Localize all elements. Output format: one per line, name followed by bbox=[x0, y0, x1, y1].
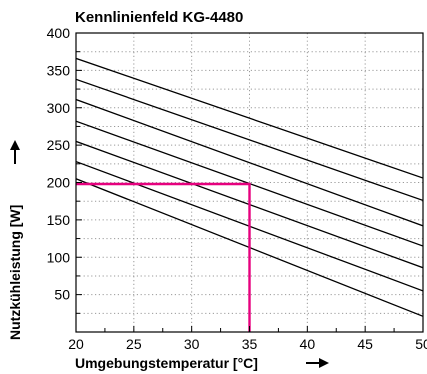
series-line-6 bbox=[76, 78, 423, 202]
y-tick-label: 200 bbox=[47, 175, 71, 191]
y-tick-label: 150 bbox=[47, 212, 71, 228]
x-tick-label: 40 bbox=[300, 336, 316, 352]
y-tick-label: 400 bbox=[47, 25, 71, 41]
y-tick-label: 350 bbox=[47, 62, 71, 78]
series-line-5 bbox=[76, 98, 423, 227]
x-tick-label: 50 bbox=[415, 336, 427, 352]
y-tick-label: 100 bbox=[47, 249, 71, 265]
y-tick-label: 300 bbox=[47, 100, 71, 116]
ticks bbox=[75, 32, 424, 333]
chart-title: Kennlinienfeld KG-4480 bbox=[75, 9, 243, 26]
series-line-7 bbox=[76, 57, 423, 179]
x-tick-label: 20 bbox=[68, 336, 84, 352]
y-tick-label: 50 bbox=[54, 287, 70, 303]
x-tick-label: 45 bbox=[357, 336, 373, 352]
y-axis-arrow bbox=[10, 140, 20, 164]
operating-point-lines bbox=[76, 182, 251, 332]
x-axis-arrow bbox=[306, 358, 329, 368]
x-axis-label: Umgebungstemperatur [°C] bbox=[75, 355, 258, 371]
operating-point-line bbox=[76, 182, 251, 332]
y-tick-labels: 50 100 150 200 250 300 350 400 bbox=[47, 25, 71, 303]
x-tick-labels: 20 25 30 35 40 45 50 bbox=[68, 336, 427, 352]
x-tick-label: 35 bbox=[242, 336, 258, 352]
x-tick-label: 30 bbox=[184, 336, 200, 352]
y-axis-label-group: Nutzkühleistung [W] bbox=[7, 140, 23, 340]
y-axis-label: Nutzkühleistung [W] bbox=[7, 205, 23, 340]
x-tick-label: 25 bbox=[126, 336, 142, 352]
grid bbox=[76, 33, 423, 332]
y-tick-label: 250 bbox=[47, 137, 71, 153]
x-axis-label-group: Umgebungstemperatur [°C] bbox=[75, 355, 329, 371]
